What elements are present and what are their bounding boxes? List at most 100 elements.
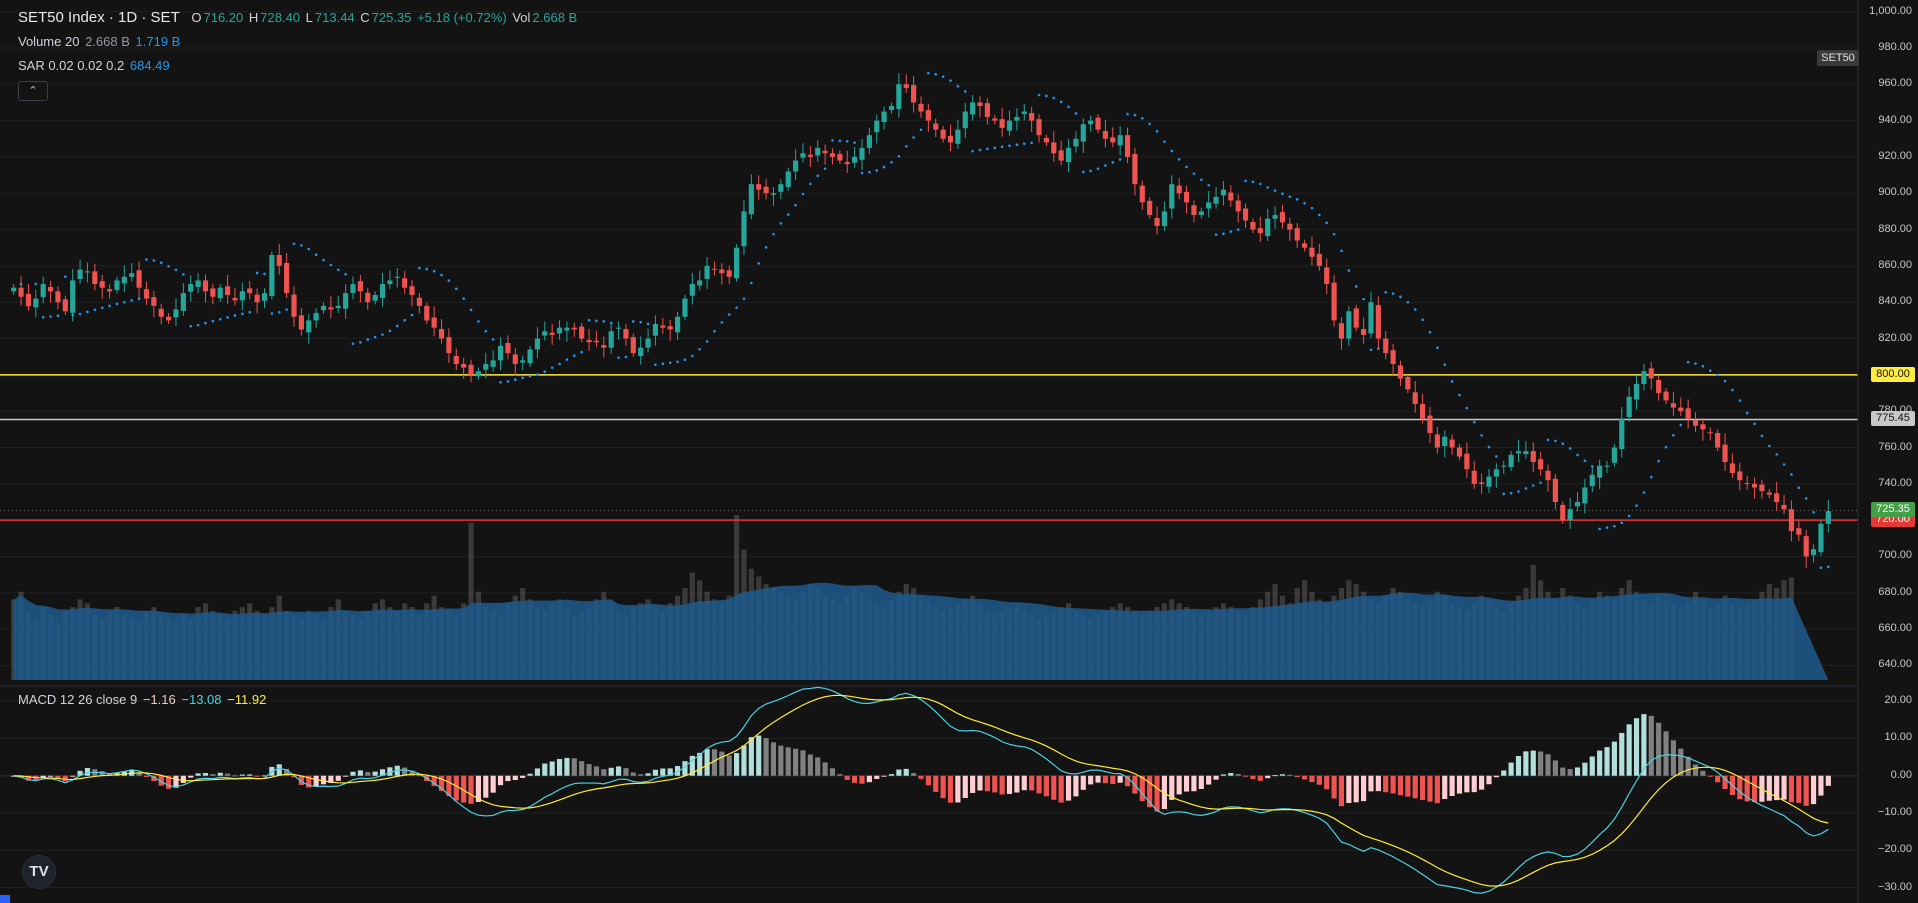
macd-legend[interactable]: MACD 12 26 close 9 −1.16 −13.08 −11.92 [18,692,268,707]
sar-dot [1281,192,1284,196]
candle-body [564,327,570,331]
sar-dot [1657,459,1660,463]
sar-dot [875,169,879,172]
macd-hist-bar [1552,760,1558,776]
macd-hist-bar [25,775,32,781]
macd-hist-bar [33,775,39,781]
macd-hist-bar [1397,775,1404,796]
candle-body [166,316,172,321]
macd-hist-bar [1427,775,1433,802]
candle-body [1825,511,1831,524]
sar-dot [809,182,812,186]
collapse-legend-button[interactable]: ⌃ [18,81,48,101]
macd-hist-bar [638,774,644,776]
macd-hist-bar [107,773,113,776]
candle-body [1095,117,1101,130]
sar-dot [1310,206,1314,210]
sar-dot [1185,165,1188,169]
macd-hist-bar [1456,775,1463,794]
volume-legend[interactable]: Volume 20 2.668 B 1.719 B [18,34,182,49]
candle-body [1552,478,1558,503]
candle-body [47,286,54,292]
macd-hist-bar [254,775,260,777]
candle-body [475,371,481,377]
macd-hist-bar [166,775,172,789]
candle-body [1176,185,1182,194]
sar-dot [381,333,384,336]
candle-body [40,284,46,298]
sar-dot [1716,373,1719,377]
macd-hist-bar [350,771,356,776]
macd-hist-bar [542,763,548,776]
macd-hist-bar [1611,741,1617,776]
sar-dot [211,319,215,323]
candle-body [1088,120,1094,125]
macd-hist-bar [1434,775,1440,804]
macd-hist-bar [1545,754,1551,776]
sar-dot [1214,233,1218,236]
sar-dot [1067,105,1070,109]
sar-dot [499,381,502,384]
sar-dot [971,149,974,153]
sar-dot [1679,423,1683,427]
candle-body [1294,228,1300,241]
candle-body [446,337,452,354]
sar-dot [1111,161,1115,164]
macd-hist-bar [453,775,459,801]
sar-value: 684.49 [129,58,170,73]
sar-legend[interactable]: SAR 0.02 0.02 0.2 684.49 [18,58,172,73]
macd-hist-bar [1751,775,1758,803]
macd-hist-bar [1176,775,1182,795]
macd-hist-bar [217,772,223,776]
candle-body [1648,368,1654,379]
macd-value: −13.08 [181,692,222,707]
macd-hist-bar [520,775,526,778]
sar-dot [1583,459,1587,463]
candle-body [261,293,268,301]
candle-body [667,326,673,330]
sar-dot [1472,420,1476,424]
candle-body [1582,487,1588,504]
candle-body [1508,454,1514,468]
candle-body [660,325,666,328]
macd-hist-bar [1073,775,1079,797]
macd-hist-bar [1493,775,1499,778]
candle-body [615,327,622,329]
macd-hist-bar [623,768,629,776]
tradingview-logo-icon[interactable]: TV [22,855,56,889]
candle-body [815,147,821,156]
macd-hist-bar [1331,775,1337,799]
sar-dot [912,136,915,139]
sar-dot [78,312,82,316]
macd-hist-bar [1692,764,1699,776]
candle-body [1338,323,1345,339]
sar-dot [831,139,834,142]
sar-dot [1598,527,1601,531]
sar-dot [1797,486,1801,490]
macd-hist-bar [1707,775,1713,777]
candle-body [1656,379,1662,394]
sar-dot [580,350,583,354]
sar-dot [344,272,347,276]
macd-hist-bar [1324,775,1330,790]
candle-body [1715,432,1721,448]
sar-dot [1509,491,1513,495]
sar-dot [314,253,318,256]
candle-body [92,271,98,285]
macd-hist-bar [416,775,422,777]
vol-value: 2.668 B [532,10,578,25]
macd-hist-bar [822,762,828,776]
candle-body [571,327,577,330]
sar-dot [1325,221,1329,225]
macd-hist-bar [689,755,695,776]
sar-dot [550,366,554,369]
sar-dot [1037,93,1041,97]
macd-hist-bar [1810,775,1817,805]
macd-hist-bar [1088,775,1094,785]
high-value: 728.40 [260,10,301,25]
macd-hist-bar [896,769,902,776]
candlesticks [11,73,1831,568]
macd-hist-value: −1.16 [142,692,176,707]
macd-hist-bar [173,775,179,788]
